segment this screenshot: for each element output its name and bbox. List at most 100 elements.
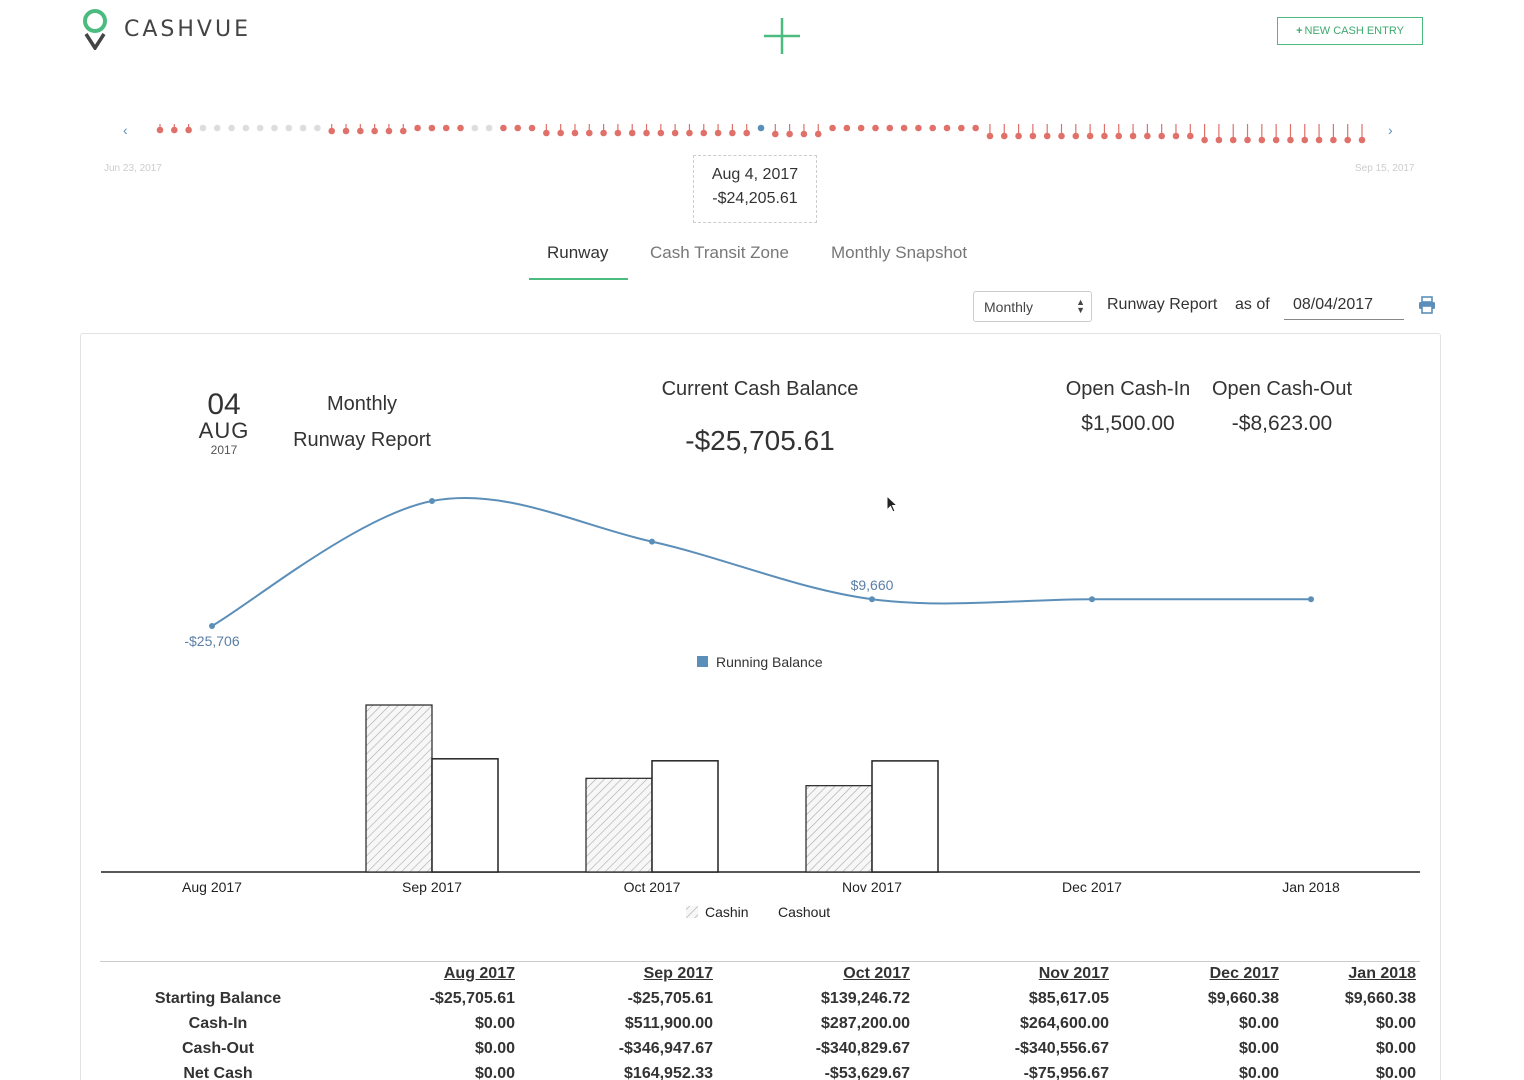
- timeline-dot: [872, 124, 879, 132]
- bar-x-tick-label: Aug 2017: [182, 879, 242, 895]
- timeline-dot: [857, 124, 865, 132]
- cashin-bar: [365, 704, 433, 873]
- as-of-date-input[interactable]: [1284, 291, 1404, 320]
- open-cash-in-label: Open Cash-In: [1065, 378, 1191, 400]
- timeline-dot: [614, 124, 622, 137]
- table-header-row: Aug 2017 Sep 2017 Oct 2017 Nov 2017 Dec 2017…: [100, 965, 1420, 990]
- timeline-dot: [328, 124, 336, 135]
- timeline-dot: [1215, 124, 1223, 144]
- table-cell: -$346,947.67: [618, 1040, 713, 1057]
- running-balance-point: [1089, 596, 1095, 603]
- new-cash-entry-button[interactable]: + NEW CASH ENTRY: [1277, 17, 1423, 45]
- timeline-dot: [972, 124, 979, 132]
- timeline-dot: [986, 124, 994, 140]
- timeline-dot: [1058, 124, 1065, 140]
- mouse-cursor-icon: [886, 495, 899, 513]
- timeline-prev-icon[interactable]: ‹: [123, 122, 128, 138]
- timeline-dot: [543, 124, 550, 137]
- table-column-header[interactable]: Dec 2017: [1209, 965, 1279, 982]
- table-cell: $511,900.00: [624, 1015, 713, 1032]
- print-icon[interactable]: [1418, 296, 1436, 314]
- table-cell: $9,660.38: [1207, 990, 1279, 1007]
- timeline-dot: [886, 124, 894, 132]
- timeline-dot: [1301, 124, 1309, 144]
- cashout-legend-label: Cashout: [778, 904, 830, 920]
- bar-x-tick-label: Nov 2017: [842, 879, 902, 895]
- timeline-dot: [528, 124, 536, 132]
- report-day: 04: [207, 388, 241, 421]
- timeline-dot: [414, 124, 421, 132]
- timeline-dot: [357, 124, 364, 135]
- timeline-dot: [271, 124, 278, 132]
- tab-monthly-snapshot[interactable]: Monthly Snapshot: [831, 243, 968, 262]
- timeline-dot: [1315, 124, 1323, 144]
- plus-icon: +: [1296, 25, 1303, 37]
- table-row: Net Cash $0.00 $164,952.33 -$53,629.67 -$75,…: [100, 1065, 1420, 1080]
- bar-x-tick-label: Jan 2018: [1282, 879, 1340, 895]
- timeline-dot: [1043, 124, 1051, 140]
- timeline-dot: [1172, 124, 1180, 140]
- tab-cash-transit-zone[interactable]: Cash Transit Zone: [650, 243, 789, 262]
- timeline-dot: [1258, 124, 1266, 144]
- timeline-dot: [686, 124, 693, 137]
- select-arrows-icon: ▲ ▼: [1076, 297, 1085, 315]
- add-plus-icon[interactable]: [762, 16, 802, 56]
- running-balance-data-label: -$25,706: [184, 633, 239, 649]
- timeline-dot: [1229, 124, 1237, 144]
- timeline-dot: [1244, 124, 1251, 144]
- runway-report-label: Runway Report: [1107, 296, 1218, 313]
- timeline-next-icon[interactable]: ›: [1388, 122, 1393, 138]
- table-row: Starting Balance -$25,705.61 -$25,705.61 $1…: [100, 990, 1420, 1015]
- timeline-dot: [1201, 124, 1208, 144]
- timeline-dot: [1144, 124, 1151, 140]
- timeline-dot: [600, 124, 607, 137]
- open-cash-out-value: -$8,623.00: [1231, 412, 1333, 435]
- timeline-dots[interactable]: [0, 110, 1524, 160]
- timeline-dot: [729, 124, 736, 137]
- table-column-header[interactable]: Sep 2017: [643, 965, 713, 982]
- table-column-header[interactable]: Nov 2017: [1038, 965, 1109, 982]
- table-cell: $9,660.38: [1344, 990, 1416, 1007]
- table-column-header[interactable]: Oct 2017: [843, 965, 910, 982]
- cashvue-logo[interactable]: CASHVUE: [80, 8, 251, 50]
- timeline-dot: [1272, 124, 1280, 144]
- timeline-dot: [657, 124, 665, 137]
- cashout-bar: [651, 760, 719, 873]
- table-column-header[interactable]: Aug 2017: [443, 965, 515, 982]
- tab-runway[interactable]: Runway: [547, 243, 609, 262]
- timeline-dot: [514, 124, 522, 132]
- timeline-dot: [399, 124, 407, 135]
- report-title-line2: Runway Report: [293, 429, 431, 451]
- table-row-label: Net Cash: [183, 1065, 253, 1080]
- table-cell: $85,617.05: [1028, 990, 1109, 1007]
- timeline-dot: [171, 124, 178, 134]
- timeline-dot: [585, 124, 593, 137]
- table-column-header[interactable]: Jan 2018: [1348, 965, 1416, 982]
- bar-x-tick-label: Sep 2017: [402, 879, 462, 895]
- table-cell: $0.00: [1238, 1040, 1279, 1057]
- timeline-dot: [442, 124, 450, 132]
- cash-timeline: ‹ › Jun 23, 2017 Sep 15, 2017: [0, 110, 1524, 180]
- timeline-dot: [700, 124, 708, 137]
- timeline-dot: [342, 124, 350, 135]
- timeline-tooltip: Aug 4, 2017 -$24,205.61: [693, 155, 817, 223]
- timeline-dot: [199, 124, 207, 132]
- cashout-bar: [871, 760, 939, 873]
- tooltip-date: Aug 4, 2017: [711, 166, 799, 183]
- timeline-dot: [1015, 124, 1022, 140]
- timeline-dot: [485, 124, 493, 132]
- timeline-dot: [800, 124, 808, 138]
- timeline-dot: [314, 124, 321, 132]
- timeline-dot: [299, 124, 307, 132]
- timeline-dot: [814, 124, 822, 138]
- timeline-dot: [1358, 124, 1366, 144]
- table-row: Cash-In $0.00 $511,900.00 $287,200.00 $264,6…: [100, 1015, 1420, 1040]
- as-of-label: as of: [1235, 296, 1270, 313]
- table-cell: $264,600.00: [1020, 1015, 1109, 1032]
- report-month: AUG: [198, 418, 250, 443]
- timeline-dot: [1072, 124, 1080, 140]
- timeline-dot: [385, 124, 393, 135]
- period-select[interactable]: Monthly ▲ ▼: [973, 291, 1092, 322]
- table-row: Cash-Out $0.00 -$346,947.67 -$340,829.67 -$3…: [100, 1040, 1420, 1065]
- running-balance-point: [1308, 596, 1314, 603]
